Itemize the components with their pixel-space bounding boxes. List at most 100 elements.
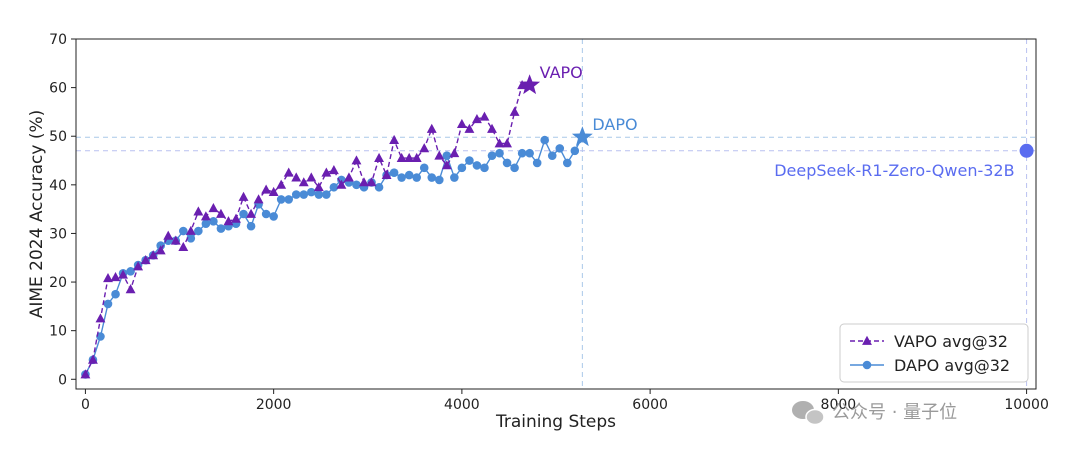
data-point bbox=[322, 190, 331, 199]
watermark-text: 公众号 · 量子位 bbox=[832, 402, 957, 423]
data-point bbox=[314, 190, 324, 199]
data-point bbox=[352, 180, 361, 190]
data-point bbox=[111, 289, 120, 299]
data-point bbox=[148, 250, 159, 260]
data-point bbox=[419, 163, 429, 173]
data-point bbox=[472, 161, 482, 170]
data-point bbox=[532, 158, 542, 168]
data-point bbox=[209, 216, 218, 226]
legend: VAPO avg@32 DAPO avg@32 bbox=[839, 323, 1029, 383]
data-point bbox=[118, 269, 128, 279]
data-point bbox=[329, 182, 339, 192]
data-point bbox=[208, 202, 219, 213]
data-point bbox=[457, 163, 467, 173]
data-point bbox=[95, 313, 106, 323]
data-point bbox=[96, 332, 105, 341]
data-point bbox=[502, 138, 512, 148]
data-point bbox=[441, 160, 452, 170]
data-point bbox=[434, 175, 444, 185]
y-tick-label: 30 bbox=[49, 226, 67, 242]
data-point bbox=[268, 186, 279, 197]
data-point bbox=[126, 267, 135, 276]
x-tick-label: 8000 bbox=[821, 397, 857, 413]
data-point bbox=[178, 226, 188, 236]
data-point bbox=[351, 155, 362, 165]
y-tick-label: 40 bbox=[49, 178, 67, 194]
data-point bbox=[479, 111, 490, 121]
data-point bbox=[494, 138, 505, 148]
data-point bbox=[80, 369, 91, 379]
data-point bbox=[185, 225, 196, 235]
data-point bbox=[269, 212, 278, 221]
data-point bbox=[163, 230, 174, 240]
data-point bbox=[442, 151, 452, 160]
data-point bbox=[261, 209, 271, 219]
data-point bbox=[223, 216, 234, 226]
series-line bbox=[84, 84, 530, 375]
y-tick-label: 20 bbox=[49, 275, 67, 291]
data-point bbox=[110, 271, 121, 282]
data-point bbox=[427, 173, 437, 182]
data-point bbox=[186, 234, 196, 243]
data-point bbox=[261, 184, 272, 194]
data-point bbox=[103, 299, 113, 309]
data-point bbox=[525, 148, 534, 158]
data-point bbox=[426, 123, 437, 133]
data-point bbox=[155, 245, 166, 255]
data-point bbox=[201, 219, 211, 229]
data-point bbox=[366, 177, 377, 187]
data-point bbox=[125, 284, 136, 294]
data-point bbox=[133, 261, 144, 271]
data-point bbox=[306, 187, 316, 197]
data-point bbox=[374, 182, 384, 192]
y-tick-label: 50 bbox=[49, 129, 67, 145]
data-point bbox=[509, 106, 520, 116]
data-point bbox=[216, 208, 226, 218]
data-point bbox=[397, 173, 406, 182]
y-tick-label: 70 bbox=[49, 32, 67, 48]
data-point bbox=[328, 165, 339, 175]
x-tick-label: 10000 bbox=[1004, 397, 1049, 413]
data-point bbox=[404, 170, 414, 180]
data-point bbox=[396, 152, 407, 162]
data-point bbox=[449, 148, 460, 158]
data-point bbox=[194, 226, 203, 236]
wechat-icon bbox=[792, 401, 825, 426]
legend-entry-dapo: DAPO avg@32 bbox=[894, 356, 1010, 375]
x-tick-label: 4000 bbox=[444, 397, 480, 413]
data-point bbox=[465, 156, 474, 165]
x-tick-label: 6000 bbox=[632, 397, 668, 413]
data-point bbox=[374, 152, 384, 162]
axes-layer: 0 2000 4000 6000 8000 10000 0 10 20 30 40 50 60 70 bbox=[49, 32, 1049, 413]
data-point bbox=[517, 148, 527, 158]
annotation-layer bbox=[519, 74, 1034, 158]
data-point bbox=[540, 135, 550, 145]
data-point bbox=[299, 190, 309, 199]
data-point bbox=[502, 158, 512, 168]
data-point bbox=[239, 209, 248, 219]
legend-marker bbox=[862, 335, 872, 345]
data-point bbox=[495, 148, 504, 158]
data-point bbox=[359, 177, 369, 187]
data-point bbox=[456, 118, 467, 128]
x-tick-label: 2000 bbox=[256, 397, 292, 413]
y-axis-label: AIME 2024 Accuracy (%) bbox=[27, 110, 47, 319]
data-point bbox=[480, 163, 489, 173]
data-point bbox=[321, 167, 332, 177]
dapo-annotation: DAPO bbox=[592, 115, 637, 134]
data-point bbox=[336, 179, 347, 189]
data-point bbox=[404, 152, 415, 162]
data-point bbox=[170, 235, 181, 245]
deepseek-point bbox=[1019, 143, 1034, 158]
series-layer bbox=[80, 79, 584, 379]
data-point bbox=[419, 143, 430, 153]
data-point bbox=[450, 173, 459, 182]
data-point bbox=[291, 190, 301, 199]
data-point bbox=[411, 152, 422, 162]
data-point bbox=[434, 150, 445, 160]
data-point bbox=[140, 254, 151, 265]
data-point bbox=[517, 79, 528, 90]
data-point bbox=[547, 151, 557, 160]
y-tick-label: 10 bbox=[49, 324, 67, 340]
